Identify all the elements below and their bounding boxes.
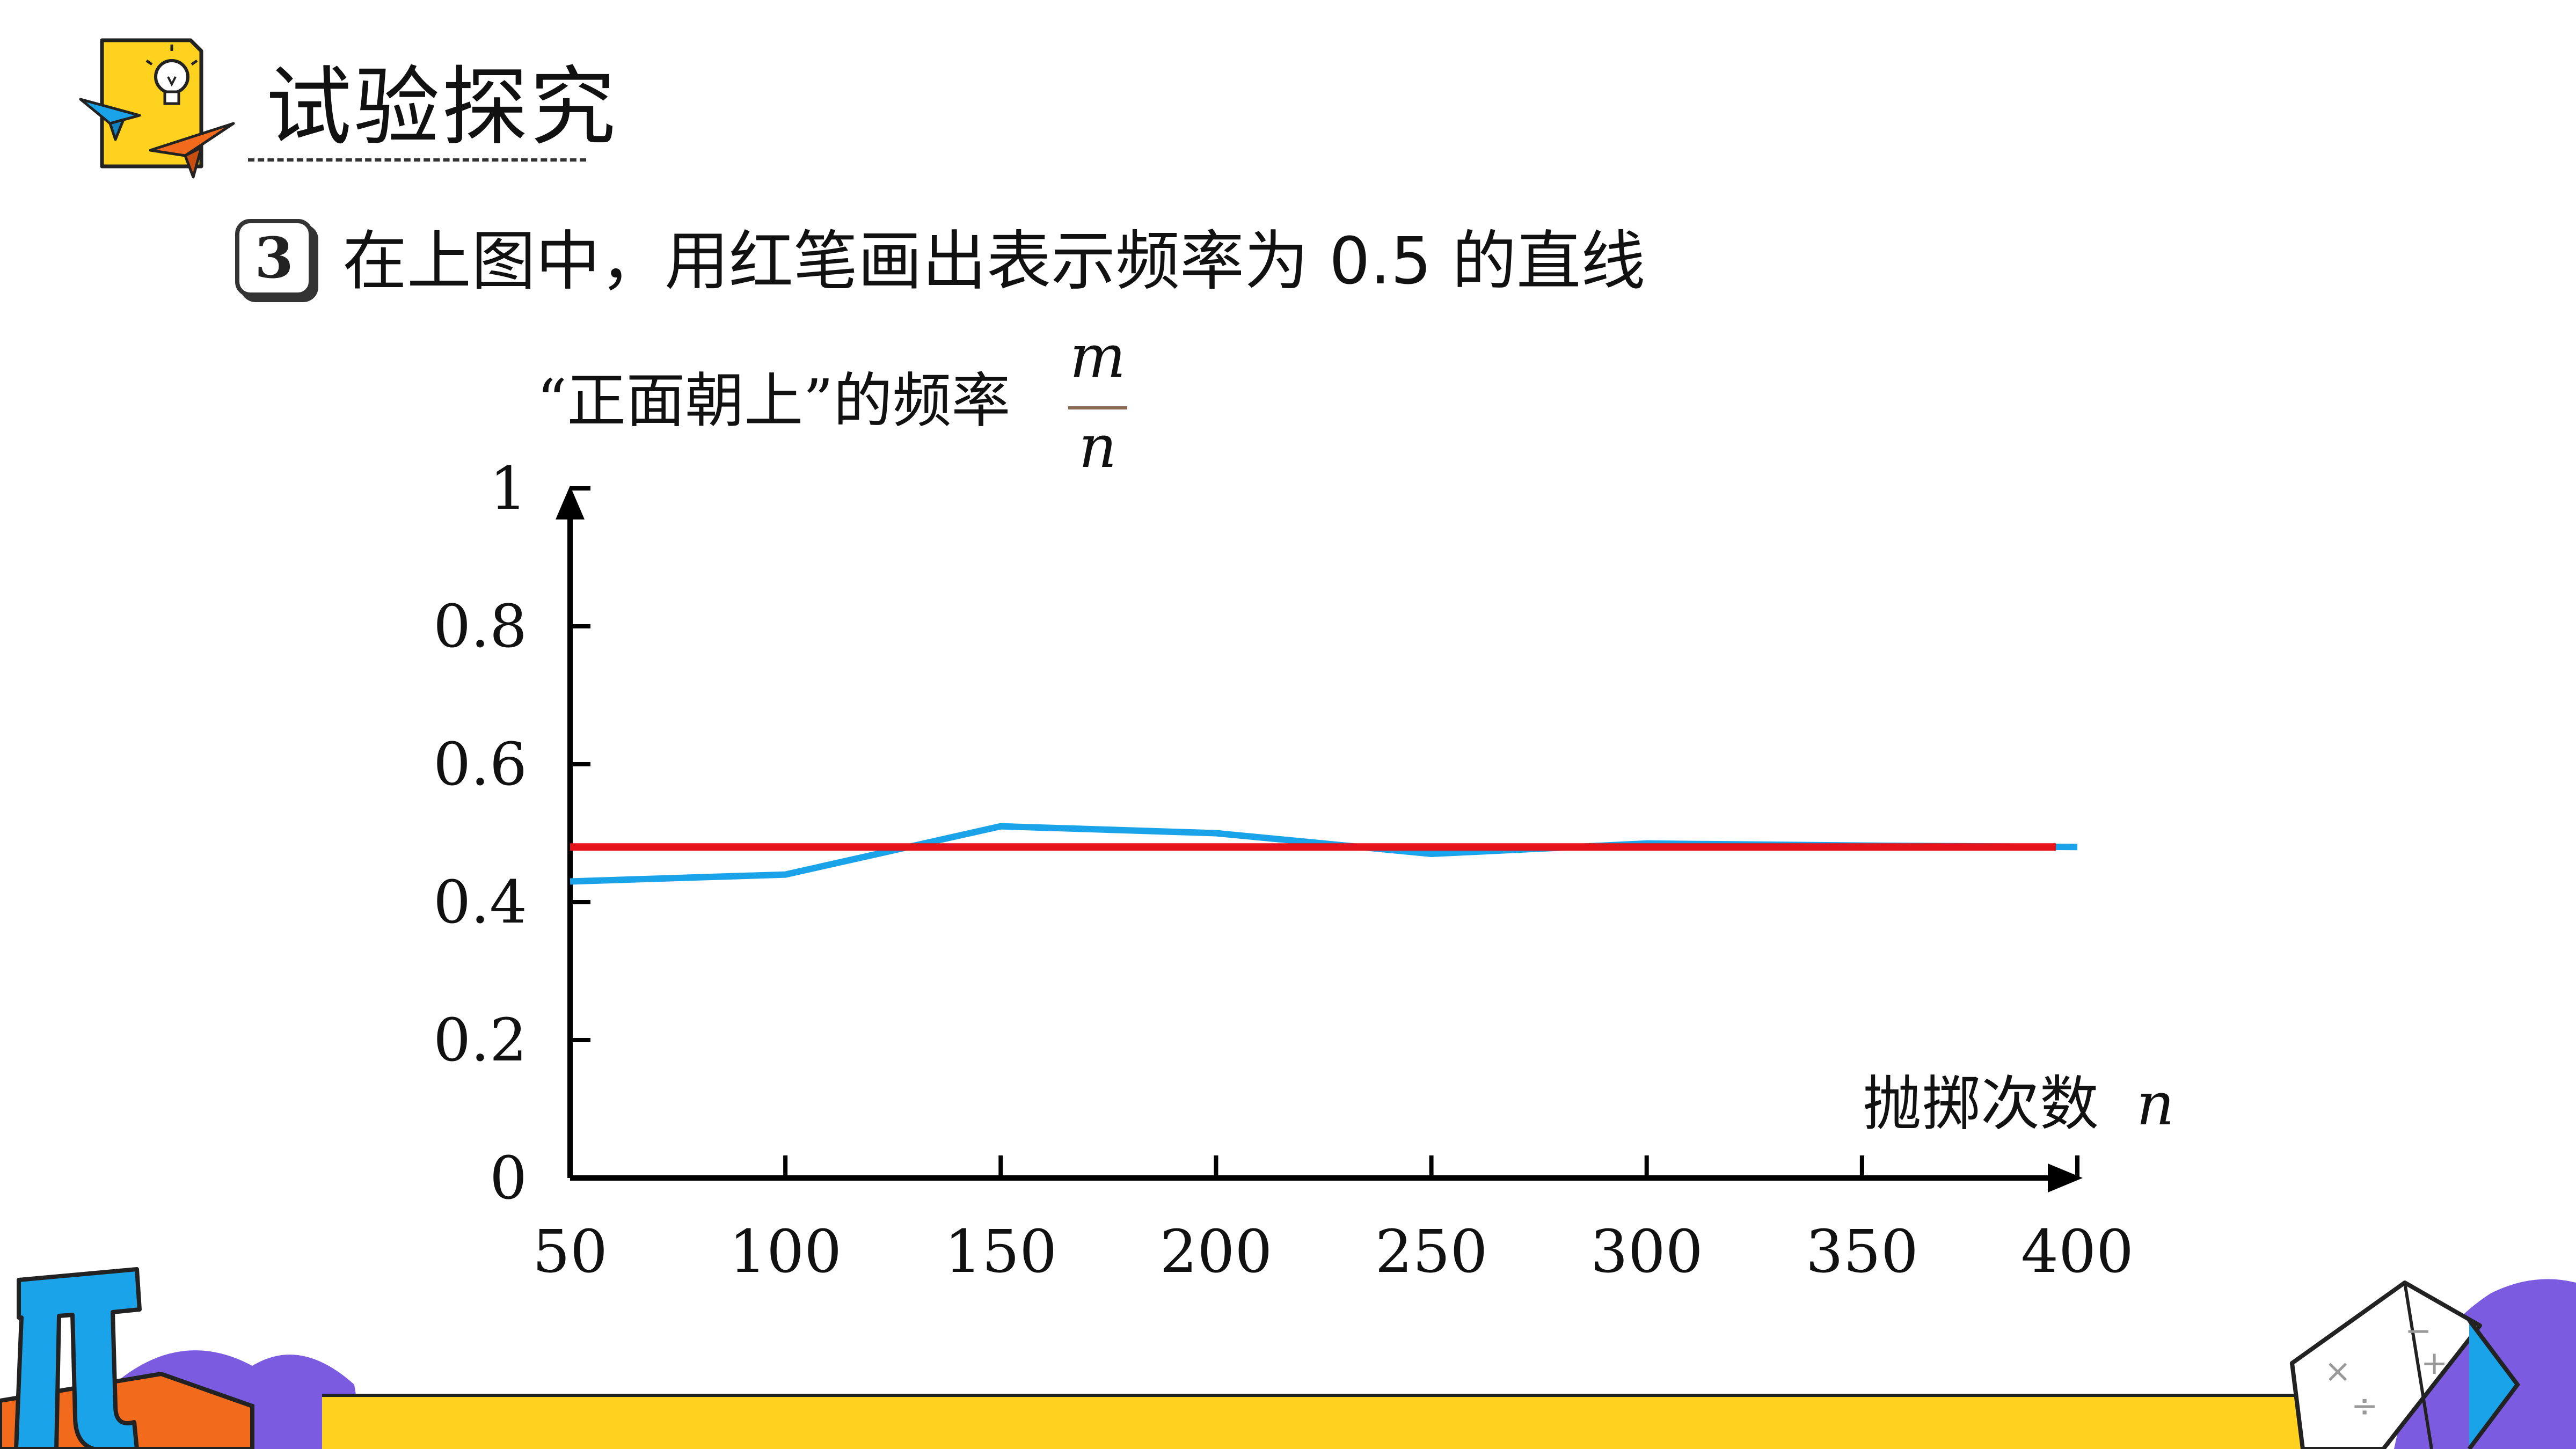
- title-underline: [248, 158, 586, 162]
- x-tick-label: 300: [1590, 1217, 1703, 1286]
- y-axis-arrow: [556, 486, 585, 519]
- paper-plane-icon: [79, 98, 141, 141]
- y-tick-label: 0.6: [433, 730, 527, 799]
- step-instruction: 在上图中，用红笔画出表示频率为 0.5 的直线: [342, 224, 1646, 299]
- yellow-banner: [322, 1395, 2308, 1449]
- y-tick-label: 0.4: [433, 868, 527, 936]
- svg-text:+: +: [2421, 1344, 2448, 1382]
- paper-plane-icon: [149, 122, 235, 179]
- x-tick-label: 250: [1375, 1217, 1488, 1286]
- x-tick-label: 200: [1159, 1217, 1272, 1286]
- svg-text:÷: ÷: [2351, 1387, 2378, 1425]
- x-tick-label: 150: [944, 1217, 1057, 1286]
- y-axis-label-text: “正面朝上”的频率: [537, 367, 1010, 435]
- x-tick-label: 100: [729, 1217, 842, 1286]
- y-tick-label: 1: [490, 454, 527, 523]
- svg-text:−: −: [2405, 1312, 2432, 1350]
- svg-text:×: ×: [2324, 1352, 2351, 1390]
- lightbulb-icon: [145, 45, 198, 105]
- x-tick-label: 350: [1806, 1217, 1918, 1286]
- y-axis-fraction-denominator: n: [1079, 412, 1117, 481]
- x-axis-label-text: 抛掷次数: [1863, 1070, 2099, 1138]
- y-tick-label: 0.2: [433, 1006, 527, 1074]
- step-number-badge: 3: [235, 219, 313, 297]
- bottom-orange-shape: [0, 1371, 254, 1449]
- x-axis-arrow: [2048, 1163, 2083, 1192]
- x-tick-label: 50: [532, 1217, 608, 1286]
- pi-icon: [14, 1267, 142, 1449]
- x-axis-label: 抛掷次数 n: [1863, 1070, 2174, 1138]
- y-tick-label: 0: [490, 1144, 527, 1212]
- lightbulb-note-icon: [79, 38, 235, 179]
- section-title: 试验探究: [266, 57, 618, 157]
- y-axis-label: “正面朝上”的频率 m n: [537, 322, 1127, 481]
- y-tick-label: 0.8: [433, 592, 527, 661]
- x-tick-label: 400: [2021, 1217, 2134, 1286]
- y-axis-fraction-numerator: m: [1070, 322, 1126, 391]
- open-book-icon: × ÷ − +: [2290, 1280, 2520, 1449]
- x-axis-label-variable: n: [2136, 1070, 2174, 1138]
